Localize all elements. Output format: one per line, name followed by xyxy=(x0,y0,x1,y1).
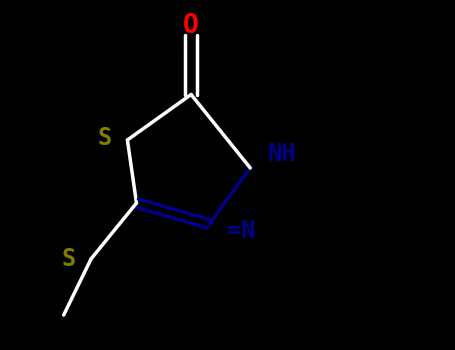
Text: NH: NH xyxy=(268,142,296,166)
Text: =N: =N xyxy=(227,219,255,243)
Text: S: S xyxy=(97,126,112,150)
Text: S: S xyxy=(61,247,76,271)
Text: O: O xyxy=(183,13,199,39)
